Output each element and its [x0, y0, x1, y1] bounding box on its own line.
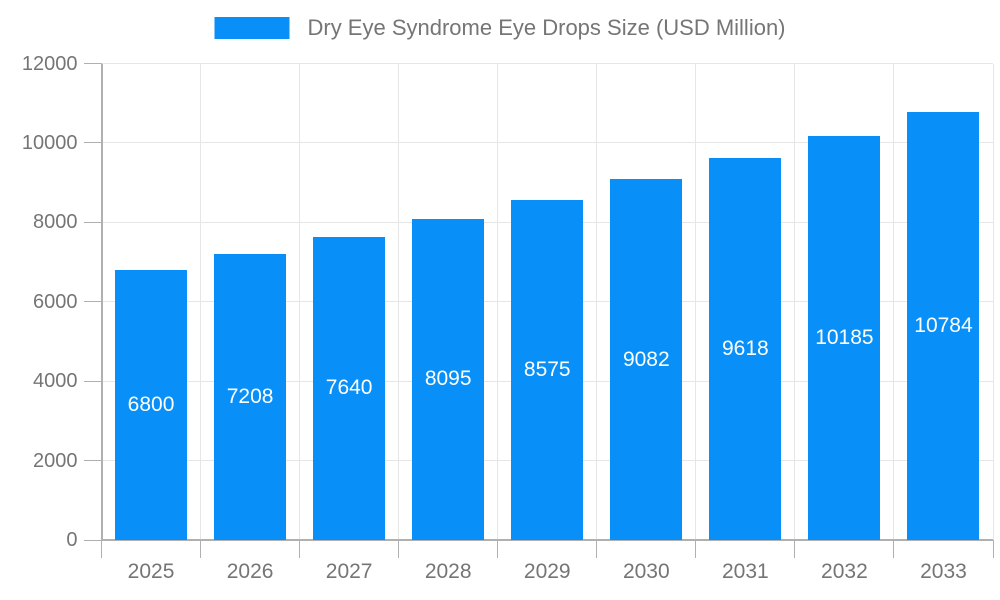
x-axis-line	[101, 539, 993, 541]
y-axis-tick	[83, 460, 102, 462]
bar-2032[interactable]: 10185	[808, 135, 881, 540]
x-axis-tick	[596, 540, 598, 558]
x-axis-category-label: 2033	[920, 560, 967, 583]
y-axis-tick-label: 8000	[33, 211, 78, 234]
x-axis-tick	[497, 540, 499, 558]
legend-item[interactable]: Dry Eye Syndrome Eye Drops Size (USD Mil…	[214, 15, 786, 40]
gridline-vertical	[695, 63, 697, 540]
y-axis-tick-label: 0	[66, 529, 78, 551]
bar-value-label: 9082	[622, 347, 670, 371]
x-axis-tick	[893, 540, 895, 558]
bar-2027[interactable]: 7640	[313, 236, 386, 540]
bar-2028[interactable]: 8095	[412, 218, 485, 540]
x-axis-tick	[794, 540, 796, 558]
bar-2025[interactable]: 6800	[115, 269, 188, 540]
gridline-vertical	[497, 63, 499, 540]
y-axis-tick-label: 6000	[33, 290, 78, 313]
x-axis-tick	[398, 540, 400, 558]
bar-value-label: 10185	[815, 325, 874, 349]
y-axis-tick-label: 12000	[21, 52, 78, 75]
y-axis-tick	[83, 539, 102, 541]
bar-2026[interactable]: 7208	[214, 253, 287, 540]
y-axis-tick-label: 4000	[33, 370, 78, 393]
x-axis-tick	[200, 540, 202, 558]
y-axis-tick-label: 2000	[33, 449, 78, 472]
y-axis-tick	[83, 301, 102, 303]
gridline-vertical	[596, 63, 598, 540]
y-axis-line	[100, 63, 103, 540]
gridline-vertical	[200, 63, 202, 540]
y-axis-tick	[83, 380, 102, 382]
gridline-vertical	[992, 63, 994, 540]
gridline-vertical	[893, 63, 895, 540]
gridline-vertical	[398, 63, 400, 540]
bar-2031[interactable]: 9618	[709, 158, 782, 540]
bar-2029[interactable]: 8575	[511, 199, 584, 540]
y-axis-tick	[83, 221, 102, 223]
x-axis-category-label: 2030	[622, 560, 670, 583]
y-axis-tick-label: 10000	[21, 131, 78, 154]
x-axis-category-label: 2025	[127, 560, 175, 583]
bar-value-label: 10784	[914, 313, 973, 337]
gridline-vertical	[299, 63, 301, 540]
gridline-vertical	[794, 63, 796, 540]
legend-swatch	[214, 17, 290, 39]
x-axis-tick	[299, 540, 301, 558]
bar-2030[interactable]: 9082	[610, 179, 683, 540]
x-axis-category-label: 2029	[523, 560, 571, 583]
x-axis-category-label: 2032	[821, 560, 868, 583]
x-axis-tick	[992, 540, 994, 558]
y-axis-tick	[83, 63, 102, 64]
y-axis-tick	[83, 142, 102, 144]
bar-value-label: 8095	[424, 367, 472, 391]
bar-value-label: 7640	[325, 376, 373, 400]
bar-2033[interactable]: 10784	[907, 111, 980, 540]
gridline-horizontal	[101, 142, 993, 144]
x-axis-category-label: 2027	[325, 560, 373, 583]
gridline-horizontal	[101, 63, 993, 64]
legend-label: Dry Eye Syndrome Eye Drops Size (USD Mil…	[307, 15, 786, 40]
bar-value-label: 8575	[523, 357, 571, 381]
x-axis-category-label: 2031	[722, 560, 769, 583]
x-axis-tick	[101, 540, 102, 558]
x-axis-category-label: 2028	[424, 560, 472, 583]
x-axis-tick	[695, 540, 697, 558]
bar-value-label: 9618	[722, 337, 769, 361]
x-axis-category-label: 2026	[226, 560, 274, 583]
bar-value-label: 7208	[226, 384, 274, 408]
bar-value-label: 6800	[127, 392, 175, 416]
